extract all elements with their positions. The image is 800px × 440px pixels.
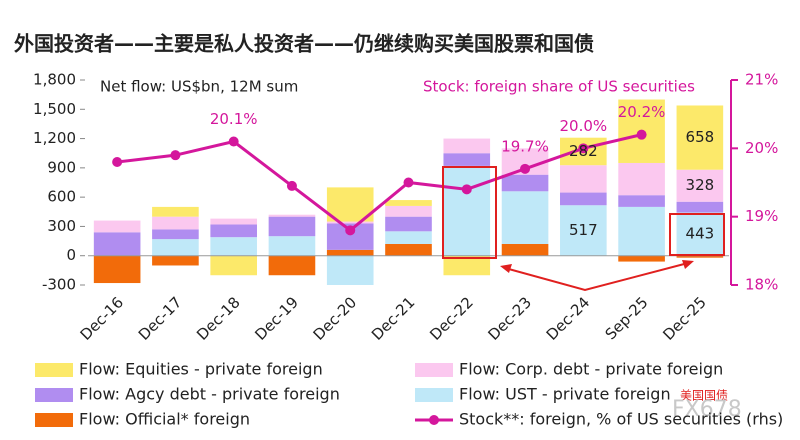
annotations — [442, 166, 725, 292]
watermark-brand: FX678 — [672, 397, 742, 422]
bar-segment — [210, 224, 257, 238]
bar-segment — [560, 165, 607, 193]
bar-segment — [618, 255, 665, 262]
bar-segment — [560, 205, 607, 256]
legend-label: Flow: Agcy debt - private foreign — [79, 385, 340, 404]
bar-segment — [152, 216, 199, 230]
bar-segment — [443, 165, 491, 256]
bar-segment — [443, 153, 491, 166]
data-label: 443 — [686, 225, 715, 243]
legend-label: Stock**: foreign, % of US securities (rh… — [459, 410, 783, 429]
legend-label: Flow: Corp. debt - private foreign — [459, 360, 723, 379]
bar-segment — [152, 255, 199, 266]
bar-segment — [93, 255, 141, 284]
bar-segment — [152, 229, 199, 240]
bar-segment — [501, 244, 549, 256]
line-point — [461, 184, 472, 195]
line-series — [116, 133, 642, 233]
bar-segment — [560, 192, 607, 206]
right-note: Stock: foreign share of US securities — [423, 78, 695, 96]
line-label: 20.1% — [210, 110, 258, 128]
y-tick-label: -300 — [42, 276, 76, 294]
legend-label: Flow: UST - private foreign — [459, 385, 671, 404]
chart-title: 外国投资者——主要是私人投资者——仍继续购买美国股票和国债 — [14, 32, 594, 56]
bar-segment — [385, 216, 432, 232]
bar-segment — [676, 201, 724, 213]
line-point — [112, 157, 123, 167]
data-label: 328 — [686, 176, 715, 194]
bar-segment — [93, 220, 141, 233]
bar-segment — [326, 249, 374, 256]
bar-segment — [268, 255, 316, 276]
legend-label: Flow: Equities - private foreign — [79, 360, 323, 379]
line-point — [578, 143, 589, 154]
bar-segment — [93, 232, 141, 256]
bar-segment — [676, 105, 724, 170]
legend-swatch — [35, 363, 73, 377]
bar-segment — [385, 205, 432, 217]
bar-segment — [152, 206, 199, 217]
bar-segment — [326, 255, 374, 285]
bar-segment — [676, 169, 724, 202]
data-label: 282 — [569, 142, 598, 160]
legend-swatch — [415, 363, 453, 377]
y-tick-label: 1,200 — [33, 129, 76, 147]
line-point — [636, 129, 647, 140]
y2-tick-label: 20% — [745, 139, 778, 157]
bar-segment — [676, 255, 724, 258]
bar-segment — [152, 239, 199, 256]
y-tick-label: 300 — [47, 217, 76, 235]
bar-segment — [443, 138, 491, 154]
line-point — [170, 150, 181, 161]
left-note: Net flow: US$bn, 12M sum — [100, 78, 298, 96]
bar-segment — [676, 212, 724, 256]
line-point — [345, 225, 356, 236]
y-tick-label: 1,500 — [33, 100, 76, 118]
bar-segment — [385, 231, 432, 244]
y2-tick-label: 18% — [745, 276, 778, 294]
line-label: 19.7% — [501, 137, 549, 155]
bar-segment — [268, 214, 316, 217]
bar-segment — [210, 255, 257, 276]
line-label: 20.0% — [559, 117, 607, 135]
bar-segment — [501, 174, 549, 192]
bar-segment — [618, 162, 665, 196]
legend-label: Flow: Official* foreign — [79, 410, 250, 429]
line-point — [228, 136, 239, 147]
bar-segment — [268, 236, 316, 256]
bar-segment — [501, 191, 549, 244]
bar-segment — [385, 244, 432, 256]
arrow-head — [682, 260, 694, 269]
bar-segment — [385, 200, 432, 206]
bar-segment — [618, 195, 665, 207]
line-point — [286, 180, 297, 191]
watermark-label: 美国国债 — [680, 389, 728, 403]
bar-segment — [618, 206, 665, 256]
arrow-head — [500, 264, 512, 273]
arrow — [504, 262, 689, 292]
bar-segment — [210, 218, 257, 225]
bar-segment — [268, 216, 316, 237]
line-point — [403, 177, 414, 188]
highlight-box — [669, 213, 725, 256]
line-point — [520, 163, 531, 174]
y-tick-label: 900 — [47, 158, 76, 176]
bar-segment — [326, 221, 374, 224]
y-tick-label: 0 — [66, 246, 76, 264]
y-tick-label: 600 — [47, 188, 76, 206]
data-label: 517 — [569, 221, 598, 239]
legend-swatch — [429, 415, 439, 425]
data-label: 658 — [686, 128, 715, 146]
y2-tick-label: 21% — [745, 71, 778, 89]
bar-segment — [210, 237, 257, 256]
legend-swatch — [35, 388, 73, 402]
legend-swatch — [35, 413, 73, 427]
highlight-box — [442, 166, 497, 259]
legend-swatch — [415, 388, 453, 402]
y-tick-label: 1,800 — [33, 71, 76, 89]
y2-tick-label: 19% — [745, 207, 778, 225]
line-label: 20.2% — [618, 103, 666, 121]
bar-segment — [443, 255, 491, 276]
